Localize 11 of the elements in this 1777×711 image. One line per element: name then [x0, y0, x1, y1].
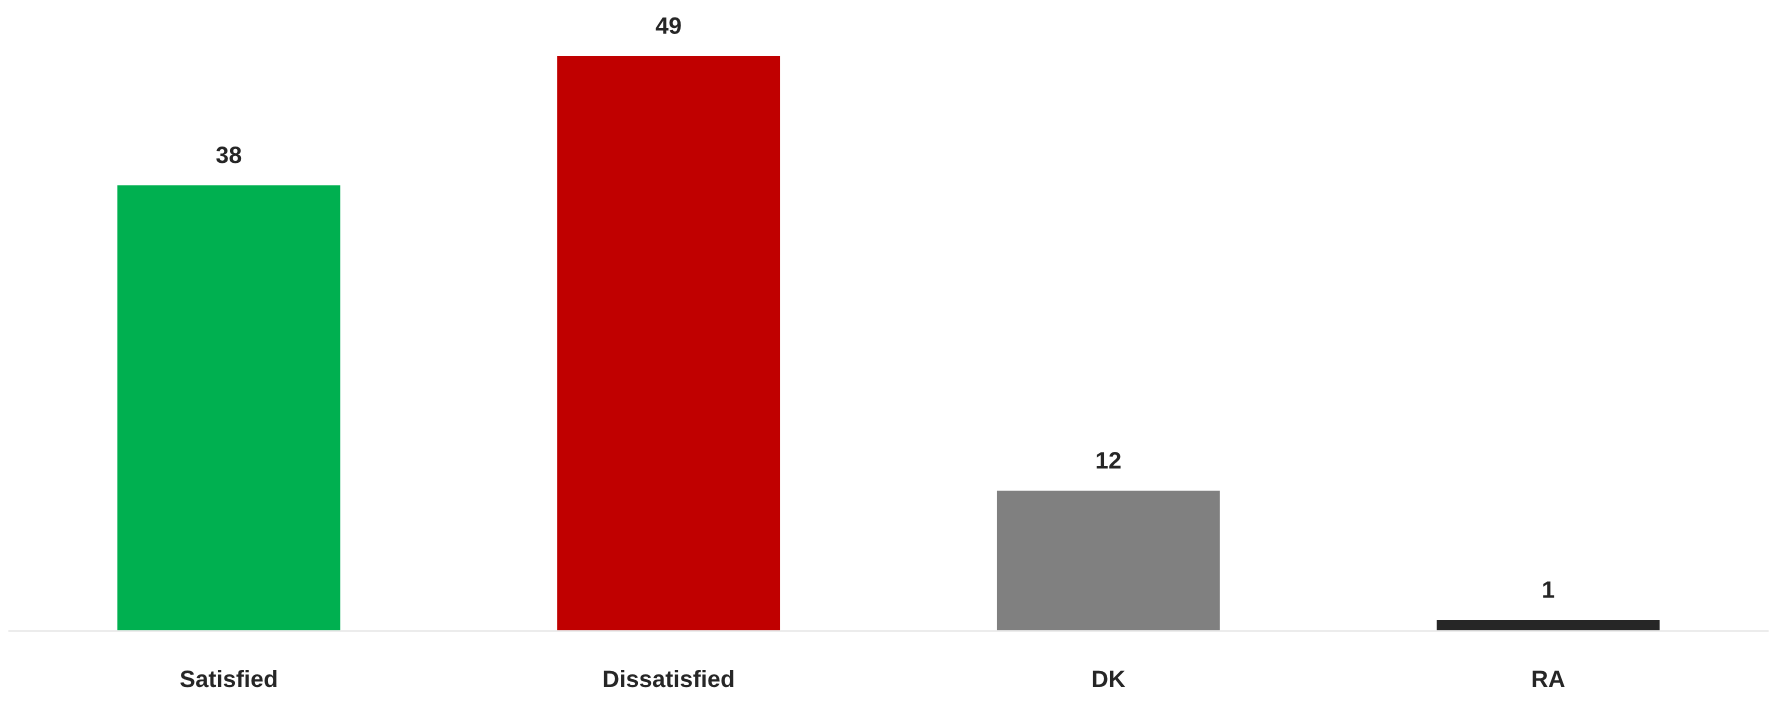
- bar: [555, 54, 782, 632]
- data-label: 38: [216, 146, 242, 164]
- data-label: 12: [1096, 451, 1121, 469]
- x-tick-label: DK: [1092, 670, 1126, 688]
- bar: [115, 183, 342, 632]
- x-tick-label: RA: [1532, 670, 1565, 688]
- x-tick-label: Dissatisfied: [603, 669, 734, 688]
- data-label: 1: [1543, 581, 1555, 598]
- x-tick-label: Satisfied: [180, 669, 277, 688]
- bar: [995, 489, 1222, 632]
- data-label: 49: [655, 17, 681, 35]
